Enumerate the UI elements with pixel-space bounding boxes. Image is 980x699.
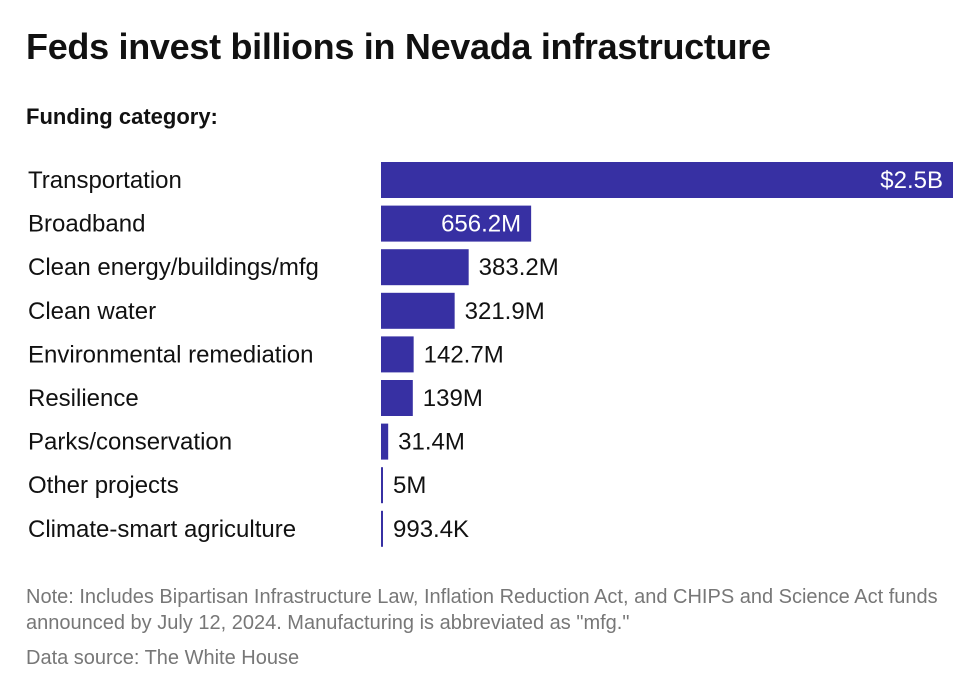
- value-label: 31.4M: [398, 429, 465, 456]
- chart-subtitle: Funding category:: [26, 104, 218, 129]
- bar: [381, 249, 469, 286]
- category-label: Climate-smart agriculture: [28, 516, 296, 543]
- bar: [381, 205, 532, 242]
- bar: [381, 380, 413, 416]
- chart-note: Note: Includes Bipartisan Infrastructure…: [26, 586, 938, 634]
- bar: [381, 162, 953, 198]
- category-label: Parks/conservation: [28, 429, 232, 456]
- category-label: Clean energy/buildings/mfg: [28, 254, 319, 281]
- value-label: 5M: [393, 472, 426, 499]
- value-label: 321.9M: [465, 298, 545, 325]
- bar: [381, 423, 389, 460]
- category-label: Broadband: [28, 211, 145, 238]
- value-label: 383.2M: [479, 254, 559, 281]
- category-label: Transportation: [28, 167, 182, 194]
- category-label: Environmental remediation: [28, 341, 313, 368]
- bar: [381, 467, 383, 504]
- bar-chart: Transportation $2.5B Broadband 656.2M Clean …: [28, 162, 953, 547]
- value-label: 993.4K: [393, 516, 469, 543]
- value-label: 139M: [423, 385, 483, 412]
- category-label: Resilience: [28, 385, 139, 412]
- category-label: Clean water: [28, 298, 156, 325]
- bar: [381, 510, 383, 547]
- value-label: 142.7M: [424, 341, 504, 368]
- bar: [381, 292, 455, 329]
- value-label: $2.5B: [880, 167, 943, 194]
- data-source: Data source: The White House: [26, 647, 300, 669]
- bar: [381, 336, 414, 373]
- chart-title: Feds invest billions in Nevada infrastru…: [26, 26, 771, 67]
- category-label: Other projects: [28, 472, 179, 499]
- value-label: 656.2M: [441, 211, 521, 238]
